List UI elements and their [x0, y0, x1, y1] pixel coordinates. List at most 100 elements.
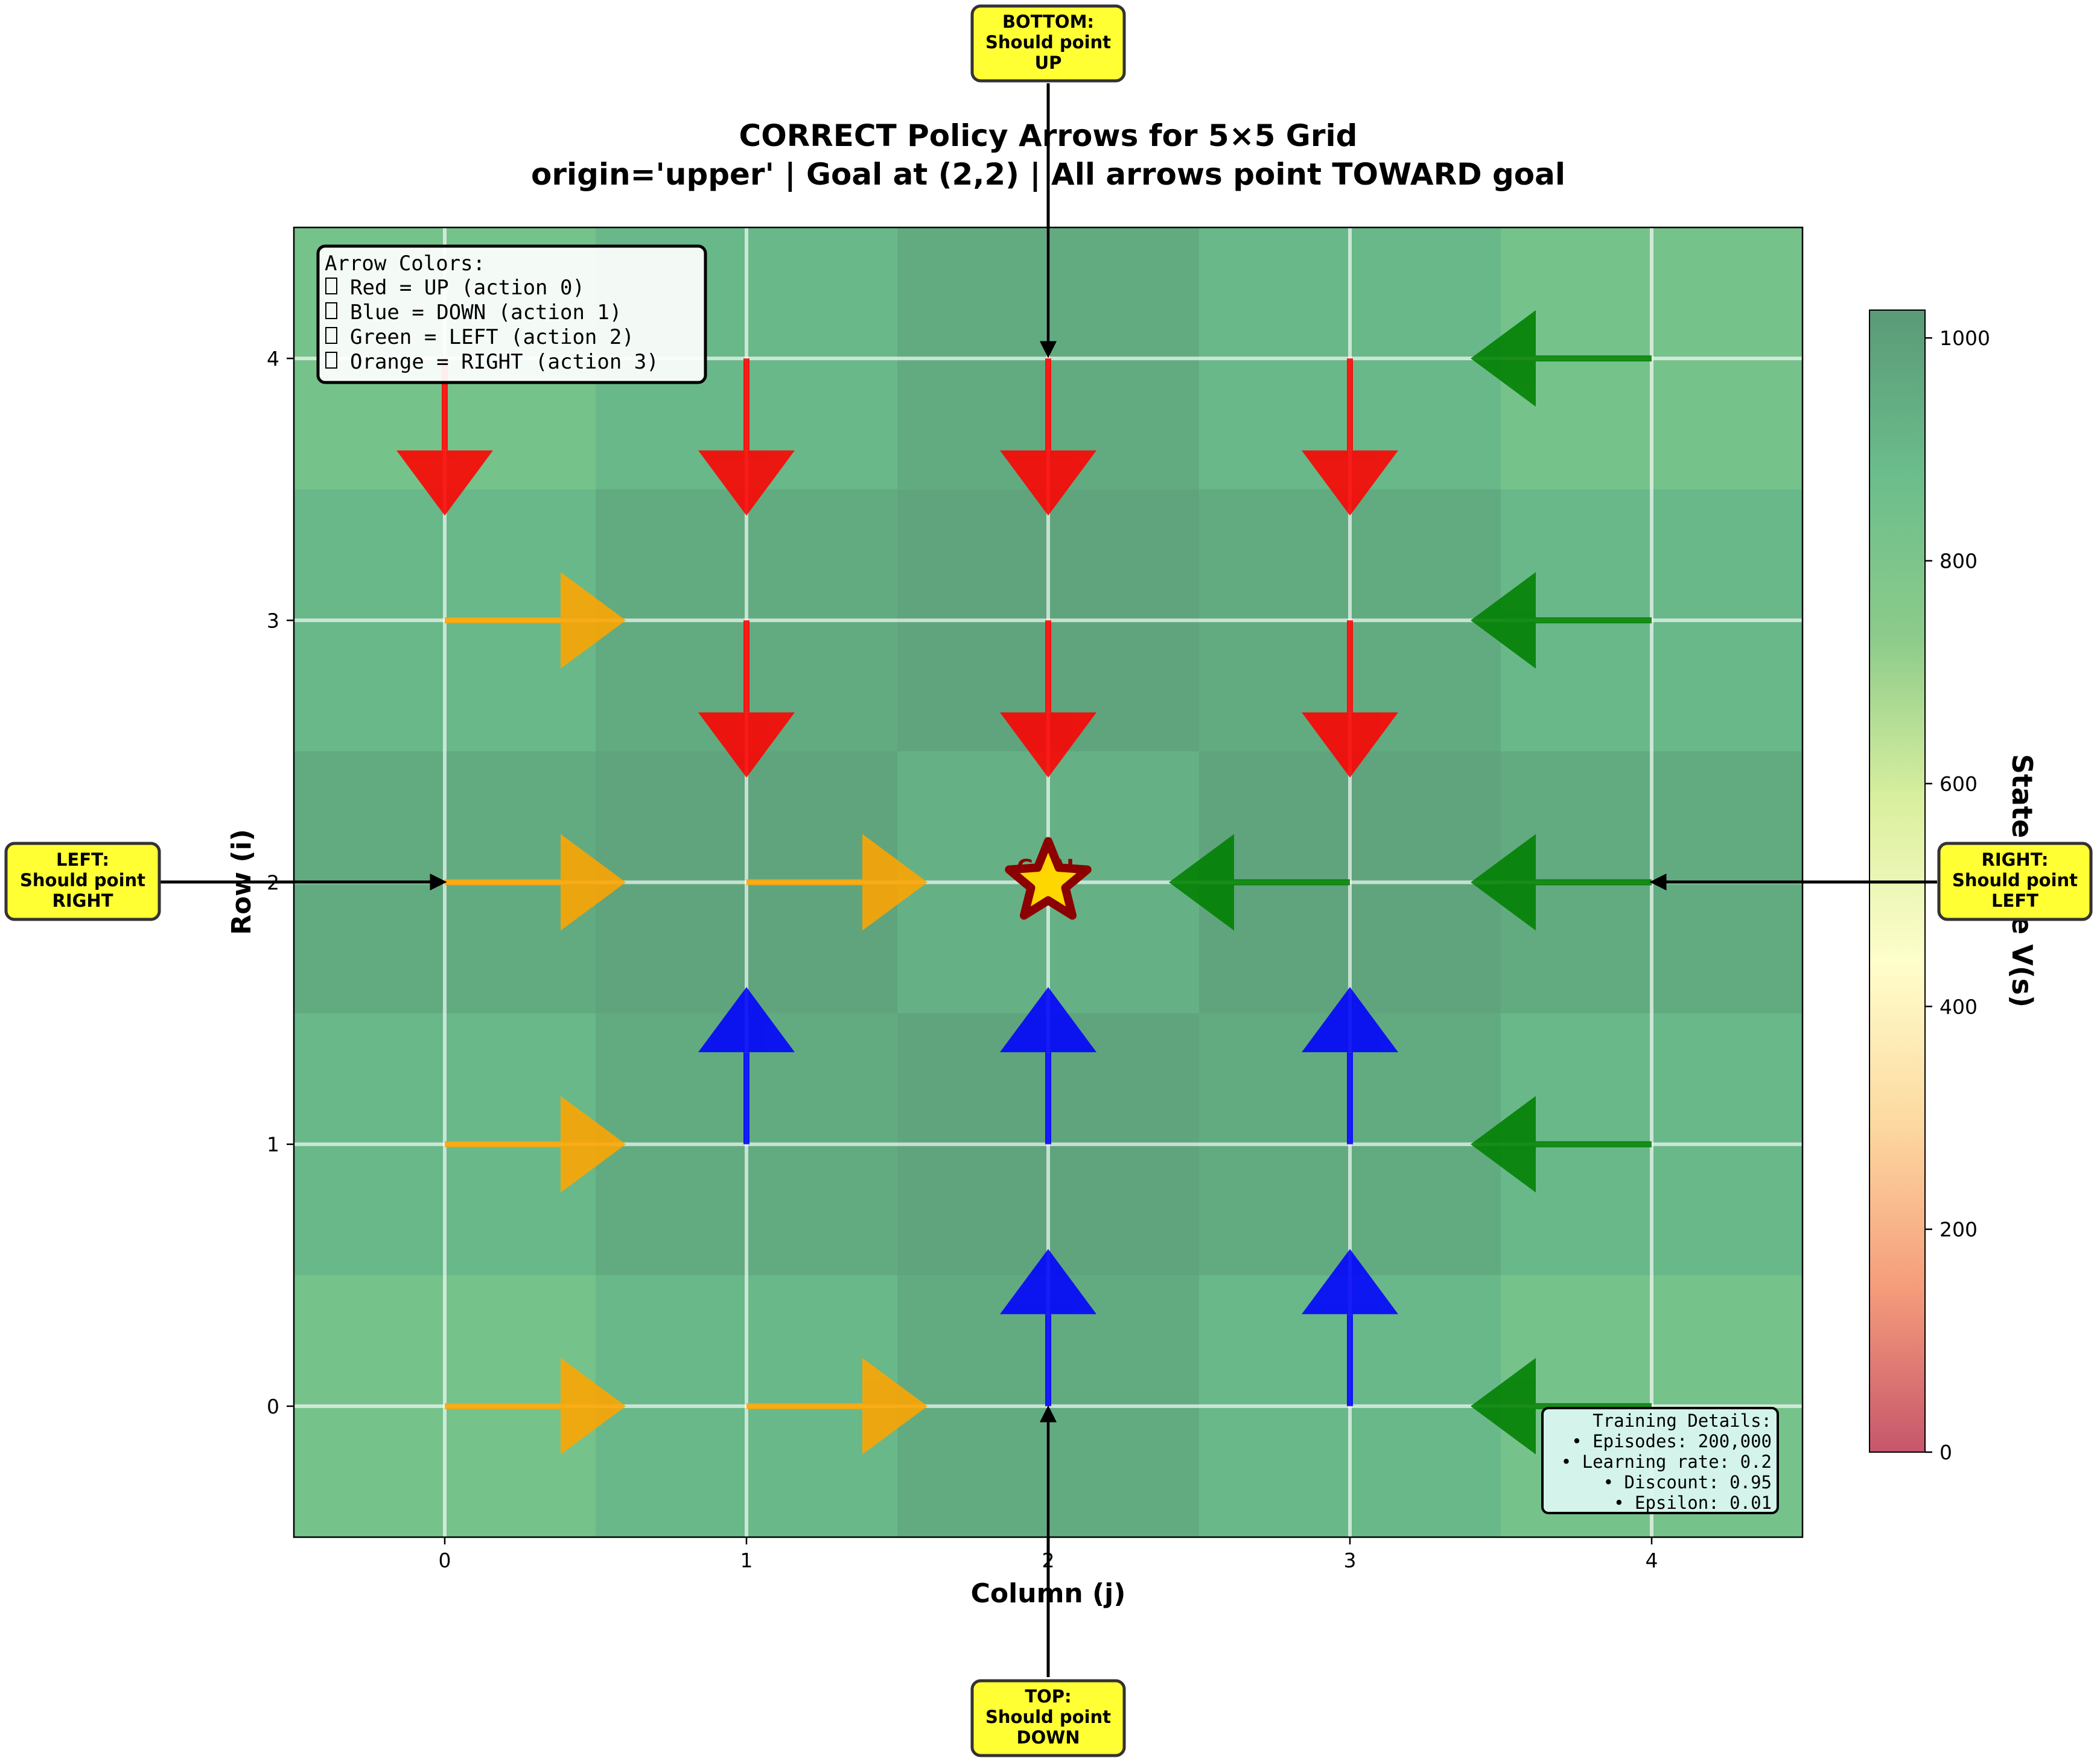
- callout-line: UP: [1035, 52, 1062, 73]
- square-glyph-icon: [325, 278, 337, 294]
- arrowhead-icon: [1039, 1405, 1057, 1423]
- policy-arrow-right: [746, 834, 928, 931]
- arrowhead-icon: [1000, 712, 1096, 778]
- arrowhead-icon: [430, 873, 447, 891]
- policy-arrow-left: [1169, 834, 1350, 931]
- training-details-box: Training Details: • Episodes: 200,000 • …: [1541, 1407, 1779, 1514]
- arrowhead-icon: [561, 572, 626, 669]
- arrowhead-icon: [561, 1096, 626, 1193]
- arrowhead-icon: [1471, 1357, 1536, 1455]
- policy-arrow-left: [1471, 1096, 1652, 1193]
- arrowhead-icon: [1039, 341, 1057, 358]
- x-tick-label: 4: [1646, 1549, 1658, 1572]
- arrowhead-icon: [1000, 450, 1096, 516]
- callout-line: TOP:: [1025, 1686, 1071, 1707]
- colorbar-tick-label: 0: [1939, 1441, 1952, 1464]
- square-glyph-icon: [325, 302, 337, 319]
- arrowhead-icon: [862, 834, 928, 931]
- goal-star-icon: [1005, 837, 1092, 920]
- policy-arrow-left: [1471, 310, 1652, 407]
- callout-top: TOP: Should point DOWN: [970, 1679, 1126, 1757]
- policy-arrow-left: [1471, 1357, 1652, 1455]
- callout-line: Should point: [985, 32, 1111, 52]
- legend-item-green: Green = LEFT (action 2): [325, 325, 634, 349]
- callout-line: Should point: [20, 870, 145, 890]
- legend-title: Arrow Colors:: [325, 252, 485, 276]
- arrowhead-icon: [561, 1357, 626, 1455]
- goal-marker: GOAL: [1005, 837, 1092, 920]
- arrowhead-icon: [1302, 450, 1398, 516]
- y-tick-label: 0: [267, 1395, 279, 1418]
- arrowhead-icon: [698, 450, 795, 516]
- arrowhead-icon: [1000, 987, 1096, 1053]
- legend-item-label: Blue = DOWN (action 1): [350, 300, 622, 325]
- x-tick-label: 0: [439, 1549, 451, 1572]
- policy-arrow-down: [698, 358, 795, 516]
- y-tick-label: 1: [267, 1133, 279, 1156]
- colorbar-ticks: 0 200 400 600 800 1000: [1925, 326, 1990, 1464]
- arrowhead-icon: [698, 987, 795, 1053]
- callout-line: BOTTOM:: [1002, 11, 1094, 32]
- policy-arrow-up: [698, 987, 795, 1144]
- training-line: • Discount: 0.95: [1603, 1472, 1772, 1493]
- policy-arrows: [396, 310, 1652, 1455]
- legend-item-label: Orange = RIGHT (action 3): [350, 350, 659, 374]
- policy-arrow-left: [1471, 572, 1652, 669]
- legend-item-label: Red = UP (action 0): [350, 276, 585, 300]
- colorbar-tick-label: 200: [1939, 1218, 1978, 1242]
- arrowhead-icon: [1302, 1249, 1398, 1315]
- y-tick-label: 3: [267, 609, 279, 632]
- policy-arrow-down: [698, 620, 795, 778]
- x-tick-label: 3: [1344, 1549, 1357, 1572]
- callout-line: LEFT: [1991, 890, 2038, 911]
- legend-item-blue: Blue = DOWN (action 1): [325, 300, 622, 325]
- arrowhead-icon: [1471, 834, 1536, 931]
- arrowhead-icon: [561, 834, 626, 931]
- policy-arrow-down: [1302, 620, 1398, 778]
- arrowhead-icon: [1000, 1249, 1096, 1315]
- legend-item-red: Red = UP (action 0): [325, 276, 585, 300]
- callout-line: LEFT:: [56, 849, 109, 870]
- policy-arrow-up: [1000, 987, 1096, 1144]
- arrowhead-icon: [1471, 1096, 1536, 1193]
- policy-arrow-down: [1000, 620, 1096, 778]
- arrowhead-icon: [1169, 834, 1234, 931]
- callout-bottom: BOTTOM: Should point UP: [970, 4, 1126, 83]
- policy-arrow-up: [1000, 1249, 1096, 1406]
- x-tick-label: 1: [740, 1549, 753, 1572]
- callout-line: RIGHT:: [1982, 849, 2049, 870]
- colorbar-tick-label: 600: [1939, 772, 1978, 796]
- colorbar-tick-label: 1000: [1939, 326, 1990, 350]
- callout-right: RIGHT: Should point LEFT: [1937, 842, 2093, 921]
- callout-connectors: [160, 83, 1937, 1677]
- arrowhead-icon: [862, 1357, 928, 1455]
- legend-box: Arrow Colors: Red = UP (action 0) Blue =…: [316, 244, 707, 384]
- policy-arrow-right: [746, 1357, 928, 1455]
- arrowhead-icon: [1649, 873, 1667, 891]
- legend-item-orange: Orange = RIGHT (action 3): [325, 350, 659, 374]
- arrowhead-icon: [1302, 987, 1398, 1053]
- callout-line: Should point: [985, 1707, 1111, 1727]
- x-axis-ticks: 01234: [439, 1537, 1658, 1572]
- policy-arrow-up: [1302, 1249, 1398, 1406]
- policy-arrow-right: [445, 1357, 626, 1455]
- colorbar-tick-label: 400: [1939, 995, 1978, 1018]
- policy-arrow-right: [445, 1096, 626, 1193]
- training-line: • Learning rate: 0.2: [1561, 1451, 1772, 1472]
- y-tick-label: 4: [267, 347, 279, 370]
- arrowhead-icon: [396, 450, 493, 516]
- arrowhead-icon: [698, 712, 795, 778]
- arrowhead-icon: [1302, 712, 1398, 778]
- colorbar-tick-label: 800: [1939, 550, 1978, 573]
- callout-line: Should point: [1952, 870, 2078, 890]
- callout-line: DOWN: [1017, 1727, 1080, 1748]
- training-line: • Episodes: 200,000: [1571, 1431, 1772, 1451]
- policy-arrow-down: [1000, 358, 1096, 516]
- policy-arrow-right: [445, 834, 626, 931]
- arrowhead-icon: [1471, 572, 1536, 669]
- training-line: • Epsilon: 0.01: [1614, 1493, 1772, 1513]
- arrowhead-icon: [1471, 310, 1536, 407]
- policy-arrow-down: [1302, 358, 1398, 516]
- square-glyph-icon: [325, 327, 337, 344]
